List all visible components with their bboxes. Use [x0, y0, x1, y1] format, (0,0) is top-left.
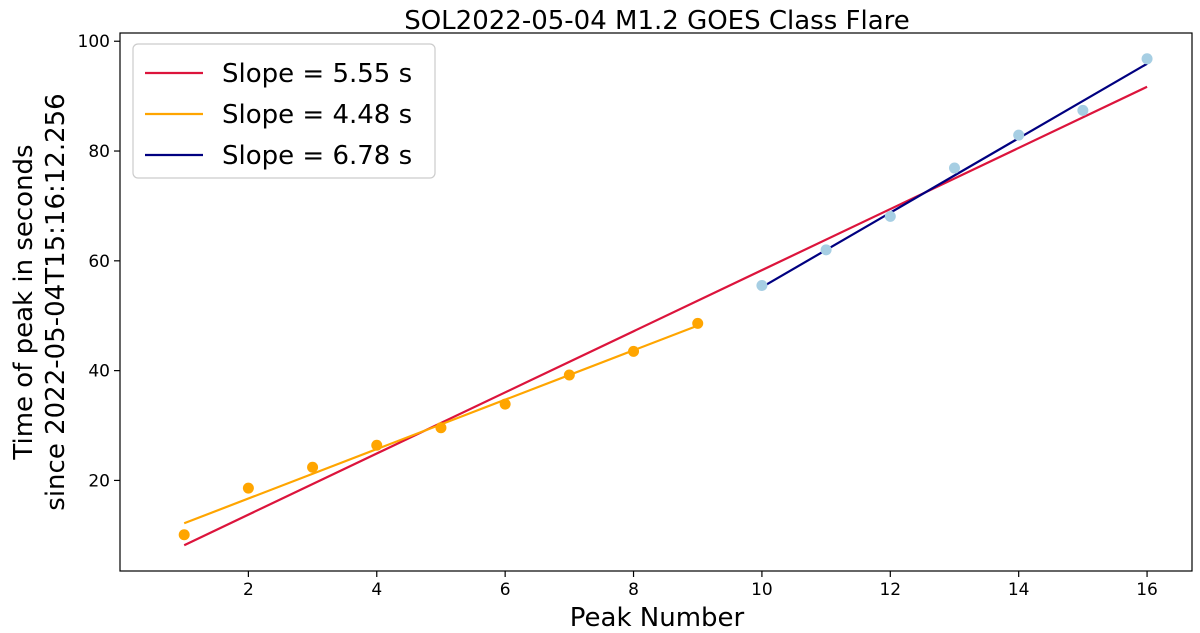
x-tick-label: 4: [371, 580, 382, 600]
x-tick-label: 16: [1136, 580, 1158, 600]
y-tick-label: 20: [88, 471, 110, 491]
data-point: [820, 244, 832, 256]
y-axis-label-line-2: since 2022-05-04T15:16:12.256: [41, 93, 71, 510]
data-point: [948, 162, 960, 174]
data-point: [307, 461, 319, 473]
data-point: [628, 345, 640, 357]
data-point: [371, 439, 383, 451]
legend-box: [132, 43, 436, 179]
x-tick-label: 10: [751, 580, 773, 600]
x-tick-label: 14: [1008, 580, 1030, 600]
y-axis-label: Time of peak in seconds since 2022-05-04…: [9, 93, 71, 510]
fit-line: [183, 85, 1148, 547]
legend-label: Slope = 4.48 s: [222, 100, 412, 130]
y-axis: 20 40 60 80 100: [78, 32, 120, 491]
legend-label: Slope = 5.55 s: [222, 59, 412, 89]
x-axis: 2 4 6 8 10 12 14 16: [243, 571, 1158, 600]
x-tick-label: 12: [879, 580, 901, 600]
chart-title: SOL2022-05-04 M1.2 GOES Class Flare: [404, 6, 910, 36]
data-point: [563, 369, 575, 381]
data-point: [1141, 53, 1153, 65]
x-axis-label: Peak Number: [570, 603, 745, 633]
legend-label: Slope = 6.78 s: [222, 141, 412, 171]
x-tick-label: 2: [243, 580, 254, 600]
data-point: [435, 422, 447, 434]
y-tick-label: 40: [88, 362, 110, 382]
legend: Slope = 5.55 s Slope = 4.48 s Slope = 6.78…: [132, 43, 436, 179]
x-tick-label: 6: [500, 580, 511, 600]
data-point: [178, 529, 190, 541]
y-axis-label-line-1: Time of peak in seconds: [9, 144, 39, 460]
data-point: [242, 482, 254, 494]
data-point: [1013, 129, 1025, 141]
data-point: [1077, 104, 1089, 116]
data-point: [692, 317, 704, 329]
scatter-points: [178, 53, 1153, 541]
y-tick-label: 60: [88, 252, 110, 272]
y-tick-label: 100: [78, 32, 110, 52]
data-point: [499, 398, 511, 410]
y-tick-label: 80: [88, 142, 110, 162]
x-tick-label: 8: [628, 580, 639, 600]
data-point: [756, 280, 768, 292]
data-point: [884, 210, 896, 222]
